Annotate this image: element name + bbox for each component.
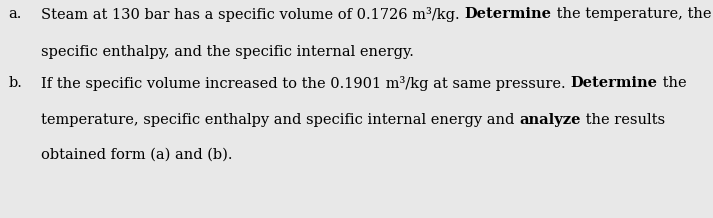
Text: b.: b. [9,76,22,90]
Text: the: the [657,76,686,90]
Text: specific enthalpy, and the specific internal energy.: specific enthalpy, and the specific inte… [41,44,414,59]
Text: the temperature, the: the temperature, the [552,7,711,21]
Text: analyze: analyze [519,113,581,127]
Text: obtained form (a) and (b).: obtained form (a) and (b). [41,148,233,162]
Text: temperature, specific enthalpy and specific internal energy and: temperature, specific enthalpy and speci… [41,113,519,127]
Text: Determine: Determine [465,7,552,21]
Text: If the specific volume increased to the 0.1901 m³/kg at same pressure.: If the specific volume increased to the … [41,76,570,91]
Text: a.: a. [9,7,22,21]
Text: the results: the results [581,113,665,127]
Text: Determine: Determine [570,76,657,90]
Text: Steam at 130 bar has a specific volume of 0.1726 m³/kg.: Steam at 130 bar has a specific volume o… [41,7,465,22]
